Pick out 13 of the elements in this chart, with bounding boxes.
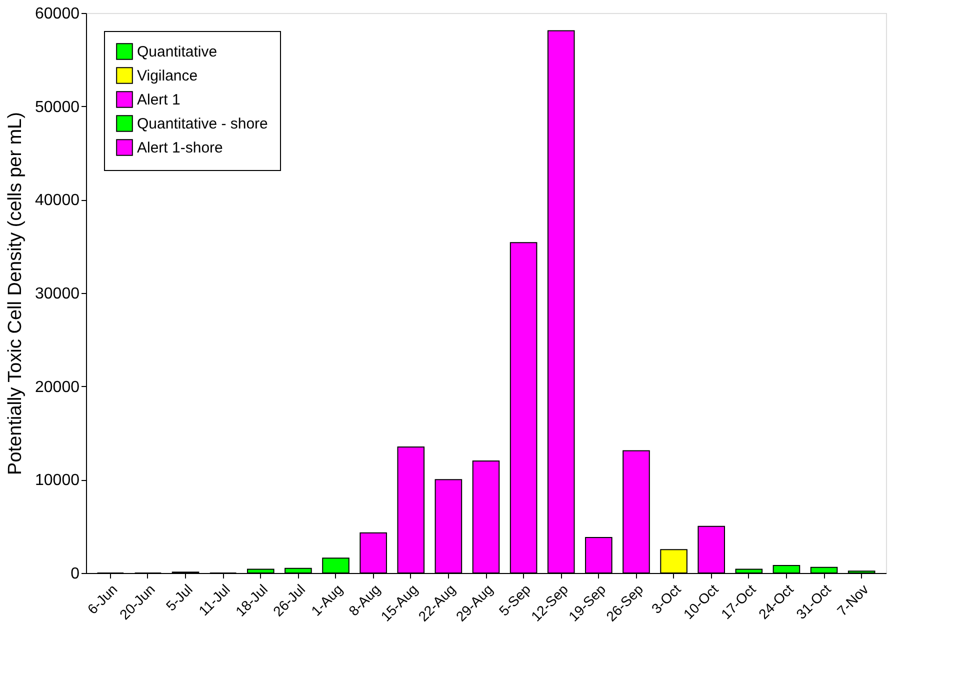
y-tick-label: 30000 bbox=[35, 286, 80, 302]
legend-label: Vigilance bbox=[137, 68, 198, 84]
y-tick-label: 10000 bbox=[35, 472, 80, 490]
y-tick-label: 60000 bbox=[35, 6, 80, 22]
y-tick-label: 40000 bbox=[35, 192, 80, 210]
legend-label: Quantitative - shore bbox=[137, 116, 268, 132]
legend-label: Quantitative bbox=[137, 44, 218, 60]
legend-label: Alert 1-shore bbox=[137, 140, 223, 156]
y-tick-label: 0 bbox=[70, 566, 80, 582]
y-tick-label: 50000 bbox=[35, 98, 80, 116]
legend-label: Alert 1 bbox=[137, 92, 180, 108]
y-axis-title: Potentially Toxic Cell Density (cells per mL) bbox=[5, 112, 26, 475]
y-tick-label: 20000 bbox=[35, 378, 80, 396]
